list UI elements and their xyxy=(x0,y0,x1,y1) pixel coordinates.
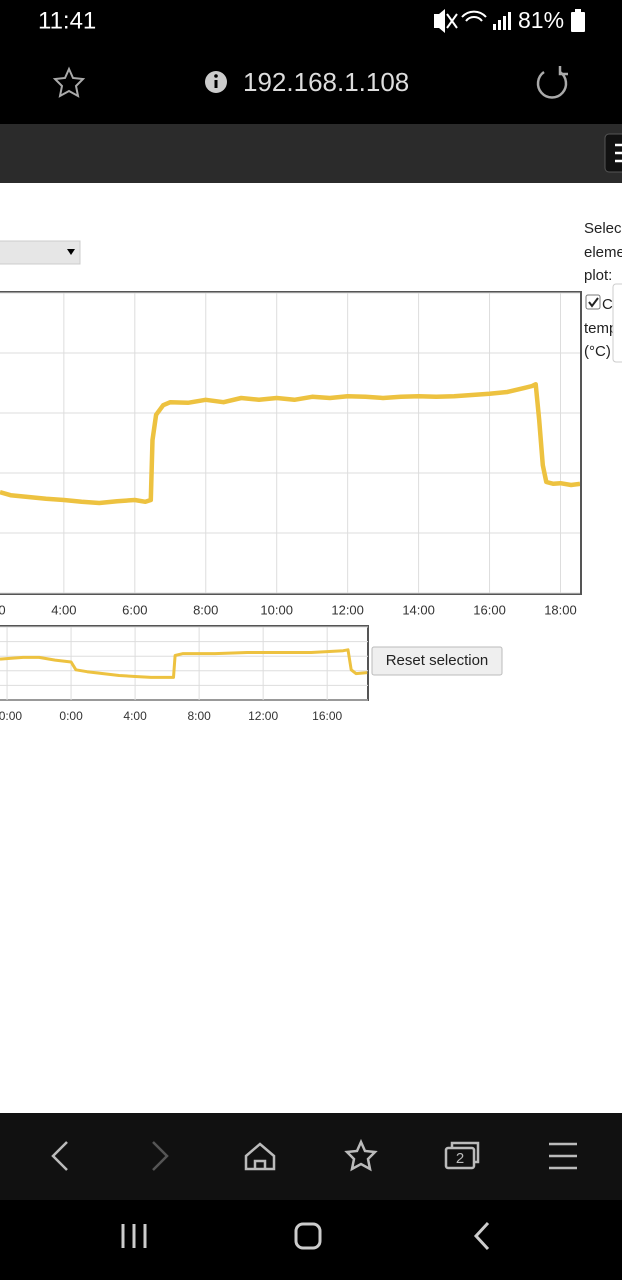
checkbox-label: (°C) xyxy=(584,343,611,360)
x-tick-label: 16:00 xyxy=(473,602,506,617)
url[interactable]: 192.168.1.108 xyxy=(243,67,409,97)
reload[interactable] xyxy=(536,70,568,99)
x-tick-label: 0:00 xyxy=(59,709,83,723)
site-navbar xyxy=(0,124,622,183)
x-tick-label: 4:00 xyxy=(51,602,76,617)
x-tick-label: 12:00 xyxy=(248,709,278,723)
side-text: plot: xyxy=(584,267,612,284)
status-bar xyxy=(0,0,622,50)
menu-icon xyxy=(615,143,622,163)
info-dot xyxy=(214,74,218,78)
toolbar-icons[interactable] xyxy=(51,1138,577,1172)
side-text: eleme xyxy=(584,244,622,261)
x-tick-label: 18:00 xyxy=(544,602,577,617)
x-tick-label: 10:00 xyxy=(260,602,293,617)
browser-toolbar xyxy=(0,1113,622,1200)
x-tick-label: 14:00 xyxy=(402,602,435,617)
system-buttons[interactable] xyxy=(121,1221,490,1251)
dropdown-arrow xyxy=(67,249,75,255)
x-tick-label: 8:00 xyxy=(187,709,211,723)
info-glyph xyxy=(214,80,218,88)
battery-level: 81% xyxy=(518,7,564,33)
reset-button-label[interactable]: Reset selection xyxy=(386,652,489,669)
x-tick-label: 16:00 xyxy=(312,709,342,723)
checkbox-label: temp xyxy=(584,320,617,337)
series-line xyxy=(0,381,580,506)
x-tick-label: 12:00 xyxy=(331,602,364,617)
side-text: Selec xyxy=(584,220,622,237)
overview-frame[interactable] xyxy=(0,625,369,701)
color-swatch-box xyxy=(612,283,622,363)
reset-button[interactable] xyxy=(371,646,503,676)
menu-toggle[interactable] xyxy=(604,133,622,173)
x-tick-label: 20:00 xyxy=(0,709,22,723)
bookmark-star[interactable] xyxy=(52,66,86,98)
x-tick-label: 2:00 xyxy=(0,602,6,617)
checkmark xyxy=(588,297,599,308)
x-tick-label: 4:00 xyxy=(123,709,147,723)
x-tick-label: 6:00 xyxy=(122,602,147,617)
tab-count: 2 xyxy=(456,1150,464,1167)
dropdown[interactable] xyxy=(0,240,81,265)
clock: 11:41 xyxy=(38,7,96,34)
reload-arrow xyxy=(558,66,568,76)
x-tick-label: 8:00 xyxy=(193,602,218,617)
series-checkbox[interactable] xyxy=(585,294,601,310)
address-bar xyxy=(0,50,622,124)
system-navbar xyxy=(0,1200,622,1280)
main-plot-frame xyxy=(0,291,582,595)
series-line xyxy=(0,648,368,679)
status-icons xyxy=(434,9,585,33)
